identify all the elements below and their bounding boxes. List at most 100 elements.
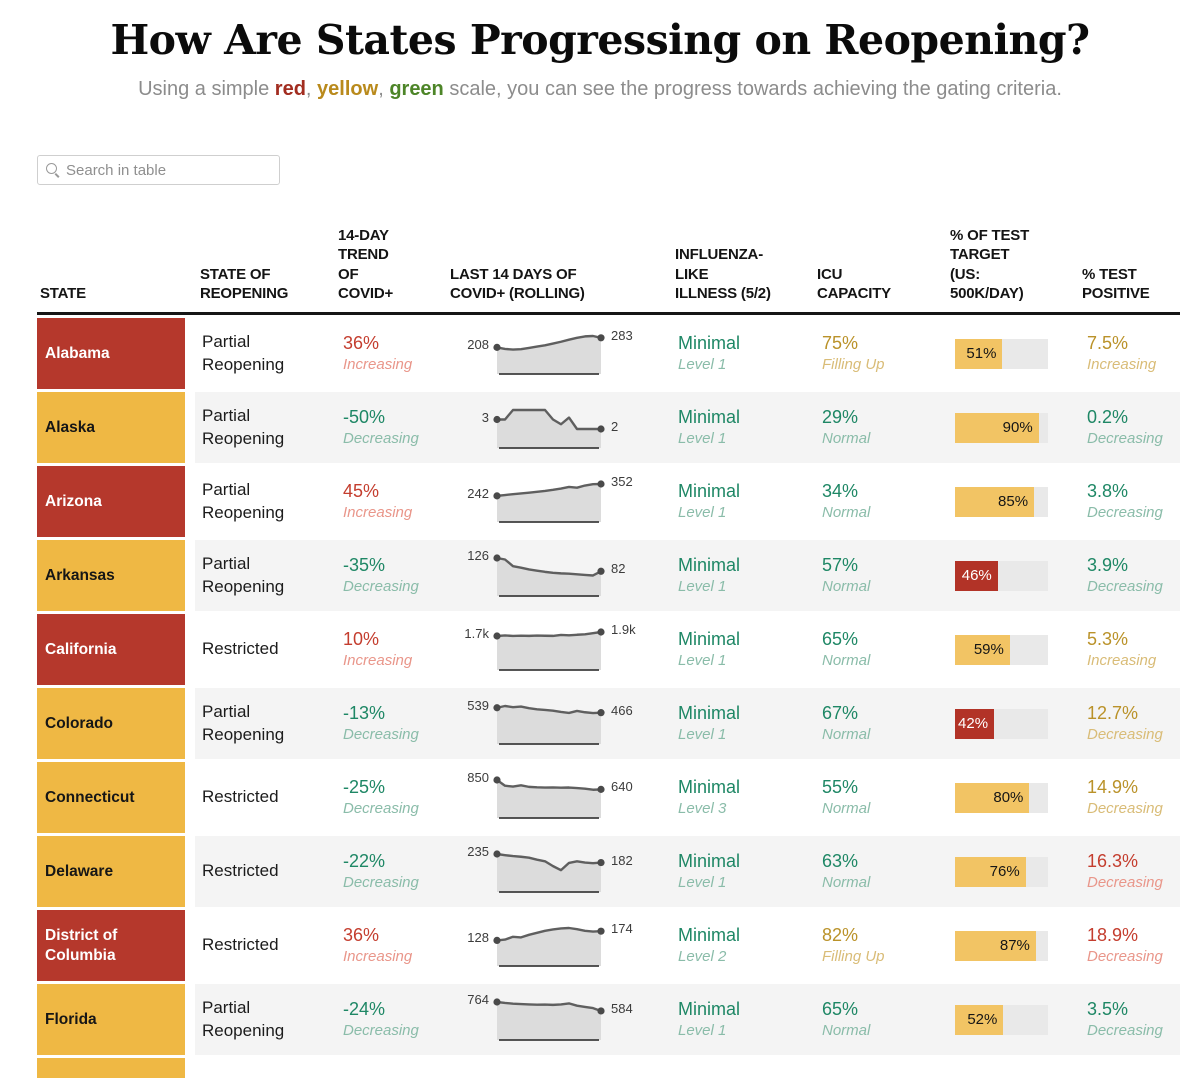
positive-value: 5.3% xyxy=(1087,629,1129,649)
sparkline-start-value: 242 xyxy=(467,485,489,501)
search-input[interactable] xyxy=(60,161,279,179)
sparkline-start-value: 128 xyxy=(467,930,489,946)
subtitle-text: scale, you can see the progress towards … xyxy=(443,78,1062,100)
state-name-cell: Arkansas xyxy=(37,540,185,611)
icu-value: 75% xyxy=(822,333,859,353)
row-gap xyxy=(185,392,195,463)
header-state-of-reopening[interactable]: STATE OF REOPENING xyxy=(200,265,289,302)
header-test-target[interactable]: % OF TEST TARGET (US: 500K/DAY) xyxy=(950,227,1030,302)
sparkline: 764 584 xyxy=(455,984,673,1055)
trend-value: -50% xyxy=(343,407,386,427)
ili-value: Minimal xyxy=(678,407,741,427)
sparkline: 235 182 xyxy=(455,836,673,907)
row-gap xyxy=(185,762,195,833)
test-target-bar: 52% xyxy=(955,1004,1048,1035)
icu-label: Normal xyxy=(822,430,871,447)
icu-value: 67% xyxy=(822,703,859,723)
sparkline-end-value: 352 xyxy=(611,474,633,489)
row-gap xyxy=(185,614,195,685)
sparkline-end-value: 82 xyxy=(611,561,626,577)
trend-value: 36% xyxy=(343,925,380,945)
ili-level: Level 1 xyxy=(678,504,727,521)
positive-value: 3.5% xyxy=(1087,999,1129,1019)
header-influenza-like-illness[interactable]: INFLUENZA-LIKE ILLNESS (5/2) xyxy=(675,246,771,302)
icu-label: Normal xyxy=(822,726,871,743)
test-target-bar-fill: 90% xyxy=(955,412,1039,443)
header-last-14-days[interactable]: LAST 14 DAYS OF COVID+ (ROLLING) xyxy=(450,265,585,302)
table-row: Colorado Partial Reopening -13% Decreasi… xyxy=(37,688,1180,759)
trend-label: Increasing xyxy=(343,652,413,669)
reopening-status: Restricted xyxy=(202,787,279,807)
table-row: Alabama Partial Reopening 36% Increasing… xyxy=(37,318,1180,389)
trend-value: -35% xyxy=(343,555,386,575)
positive-label: Decreasing xyxy=(1087,800,1163,817)
sparkline-end-value: 640 xyxy=(611,779,633,795)
icu-value: 63% xyxy=(822,851,859,871)
sparkline: 3 2 xyxy=(455,392,673,463)
reopening-status: Restricted xyxy=(202,861,279,881)
ili-level: Level 1 xyxy=(678,874,727,891)
ili-value: Minimal xyxy=(678,999,741,1019)
test-target-bar: 85% xyxy=(955,486,1048,517)
ili-level: Level 1 xyxy=(678,578,727,595)
positive-value: 12.7% xyxy=(1087,703,1139,723)
test-target-bar-fill: 85% xyxy=(955,486,1035,517)
trend-label: Decreasing xyxy=(343,1022,419,1039)
row-gap xyxy=(185,910,195,981)
test-target-value: 80% xyxy=(993,789,1024,806)
sparkline-end-value: 2 xyxy=(611,419,619,434)
positive-value: 16.3% xyxy=(1087,851,1139,871)
sparkline: 850 640 xyxy=(455,762,673,833)
trend-value: -24% xyxy=(343,999,386,1019)
header-icu-capacity[interactable]: ICU CAPACITY xyxy=(817,265,891,302)
sparkline-chart xyxy=(493,776,605,819)
test-target-bar: 87% xyxy=(955,930,1048,961)
trend-label: Increasing xyxy=(343,948,413,965)
ili-level: Level 1 xyxy=(678,726,727,743)
row-gap xyxy=(185,984,195,1055)
sparkline-end-value: 1.9k xyxy=(611,622,636,637)
test-target-bar-fill: 52% xyxy=(955,1004,1004,1035)
positive-label: Decreasing xyxy=(1087,1022,1163,1039)
subtitle-text: , xyxy=(378,78,390,100)
header-state[interactable]: STATE xyxy=(40,284,86,302)
state-name-cell xyxy=(37,1058,185,1078)
trend-label: Decreasing xyxy=(343,430,419,447)
row-gap xyxy=(185,836,195,907)
state-name-cell: Arizona xyxy=(37,466,185,537)
icu-label: Normal xyxy=(822,800,871,817)
icu-value: 55% xyxy=(822,777,859,797)
table-row: District of Columbia Restricted 36% Incr… xyxy=(37,910,1180,981)
sparkline: 128 174 xyxy=(455,910,673,981)
trend-value: 45% xyxy=(343,481,380,501)
header-test-positive[interactable]: % TEST POSITIVE xyxy=(1082,265,1150,302)
test-target-value: 85% xyxy=(998,493,1029,510)
table-body: Alabama Partial Reopening 36% Increasing… xyxy=(37,318,1180,1078)
state-name-cell: Florida xyxy=(37,984,185,1055)
sparkline-start-value: 126 xyxy=(467,548,489,563)
sparkline-chart xyxy=(493,998,605,1041)
state-name: Florida xyxy=(45,1010,97,1028)
positive-value: 14.9% xyxy=(1087,777,1139,797)
state-name-cell: Alaska xyxy=(37,392,185,463)
positive-value: 3.9% xyxy=(1087,555,1129,575)
icu-label: Normal xyxy=(822,874,871,891)
sparkline-start-value: 208 xyxy=(467,337,489,353)
subtitle-word-red: red xyxy=(274,78,306,100)
positive-label: Decreasing xyxy=(1087,504,1163,521)
reopening-status: Partial Reopening xyxy=(202,702,285,744)
reopening-status: Partial Reopening xyxy=(202,998,285,1040)
test-target-value: 51% xyxy=(966,345,997,362)
state-name: Alabama xyxy=(45,344,110,362)
state-name-cell: Connecticut xyxy=(37,762,185,833)
table-row: California Restricted 10% Increasing 1.7… xyxy=(37,614,1180,685)
table-row: Florida Partial Reopening -24% Decreasin… xyxy=(37,984,1180,1055)
test-target-bar-fill: 87% xyxy=(955,930,1036,961)
reopening-status: Partial Reopening xyxy=(202,332,285,374)
sparkline-start-value: 539 xyxy=(467,697,489,713)
icu-label: Normal xyxy=(822,578,871,595)
header-14-day-trend[interactable]: 14-DAY TREND OF COVID+ xyxy=(338,227,394,302)
subtitle-text: Using a simple xyxy=(138,78,275,100)
test-target-value: 59% xyxy=(973,641,1004,658)
state-name: Arizona xyxy=(45,492,102,510)
